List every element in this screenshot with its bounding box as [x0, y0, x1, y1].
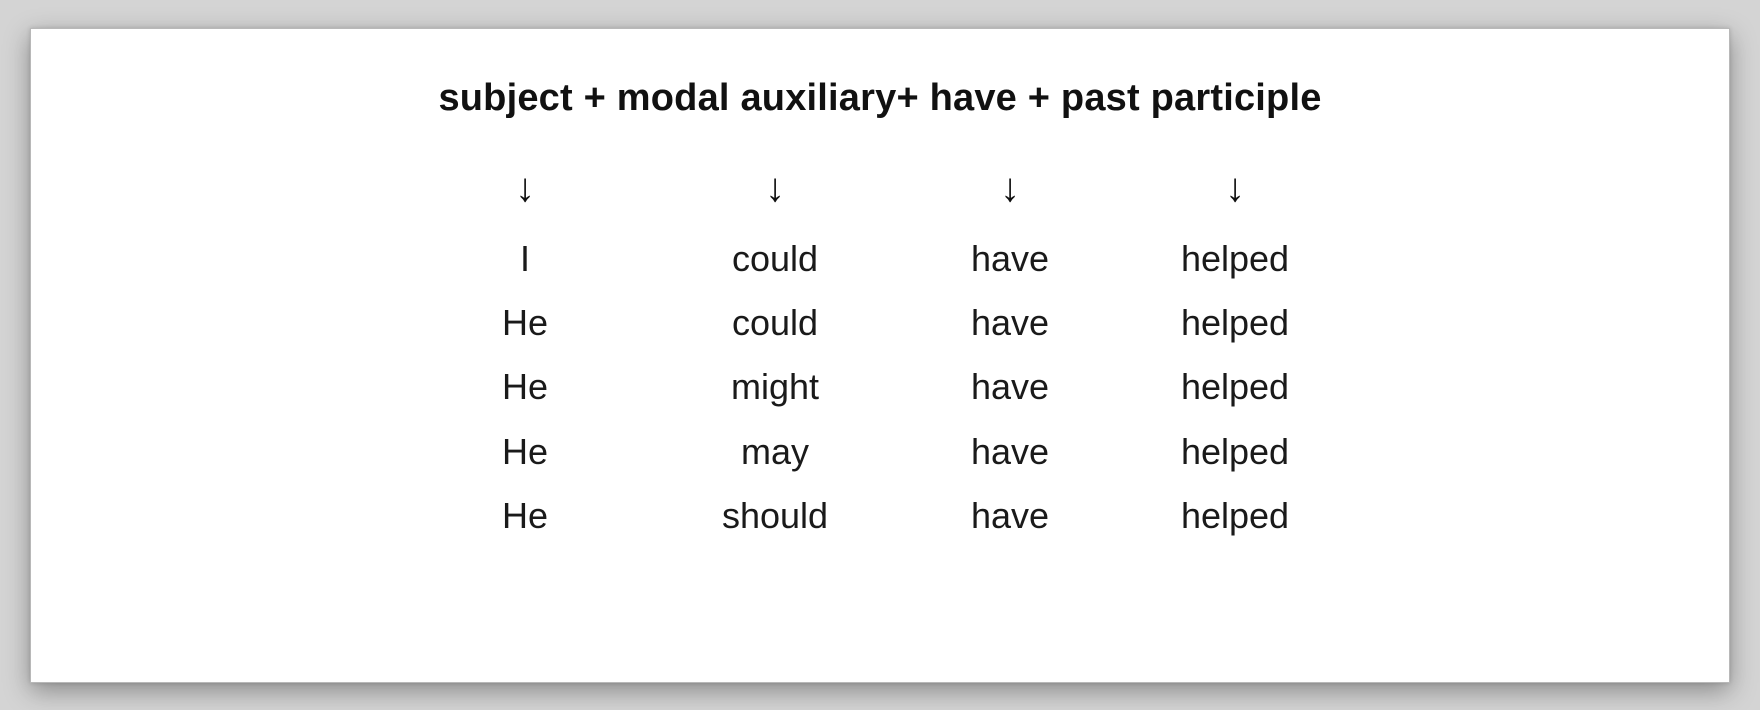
cell-have: have — [971, 234, 1049, 284]
cell-subject: He — [502, 491, 548, 541]
cell-participle: helped — [1181, 234, 1289, 284]
cell-have: have — [971, 491, 1049, 541]
cell-have: have — [971, 298, 1049, 348]
cell-modal: could — [732, 298, 818, 348]
cell-modal: could — [732, 234, 818, 284]
cell-have: have — [971, 427, 1049, 477]
cell-modal: should — [722, 491, 828, 541]
diagram-card: subject + modal auxiliary+ have + past p… — [30, 28, 1730, 683]
cell-have: have — [971, 362, 1049, 412]
modal-table: ↓ ↓ ↓ ↓ I could have helped He could hav… — [425, 168, 1335, 542]
cell-subject: He — [502, 427, 548, 477]
arrow-down-icon: ↓ — [515, 168, 535, 208]
cell-participle: helped — [1181, 427, 1289, 477]
cell-subject: He — [502, 298, 548, 348]
cell-participle: helped — [1181, 491, 1289, 541]
arrow-down-icon: ↓ — [1000, 168, 1020, 208]
cell-participle: helped — [1181, 362, 1289, 412]
cell-subject: He — [502, 362, 548, 412]
cell-subject: I — [520, 234, 530, 284]
cell-participle: helped — [1181, 298, 1289, 348]
cell-modal: may — [741, 427, 809, 477]
arrow-down-icon: ↓ — [1225, 168, 1245, 208]
cell-modal: might — [731, 362, 819, 412]
formula-title: subject + modal auxiliary+ have + past p… — [438, 77, 1321, 120]
arrow-down-icon: ↓ — [765, 168, 785, 208]
